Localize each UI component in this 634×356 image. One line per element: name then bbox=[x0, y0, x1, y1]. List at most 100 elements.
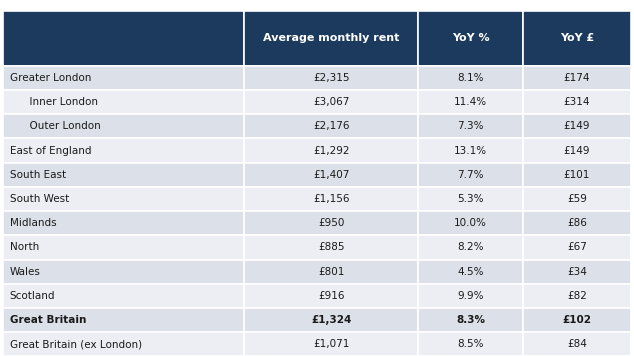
Bar bbox=[244, 284, 418, 308]
Text: 9.9%: 9.9% bbox=[458, 291, 484, 301]
Text: £101: £101 bbox=[564, 170, 590, 180]
Text: South East: South East bbox=[10, 170, 66, 180]
Bar bbox=[523, 308, 631, 332]
Text: £84: £84 bbox=[567, 339, 587, 349]
Bar bbox=[418, 114, 523, 138]
Text: Inner London: Inner London bbox=[23, 97, 98, 107]
Text: Scotland: Scotland bbox=[10, 291, 55, 301]
Text: Greater London: Greater London bbox=[10, 73, 91, 83]
Bar bbox=[244, 187, 418, 211]
Bar bbox=[418, 163, 523, 187]
Text: £1,292: £1,292 bbox=[313, 146, 349, 156]
Bar bbox=[418, 138, 523, 163]
Bar bbox=[418, 332, 523, 356]
Bar bbox=[523, 90, 631, 114]
Bar bbox=[523, 187, 631, 211]
Text: £149: £149 bbox=[564, 121, 590, 131]
Bar bbox=[523, 235, 631, 260]
Bar bbox=[3, 11, 244, 66]
Text: £34: £34 bbox=[567, 267, 587, 277]
Bar bbox=[244, 211, 418, 235]
Bar bbox=[418, 187, 523, 211]
Text: £2,176: £2,176 bbox=[313, 121, 349, 131]
Bar bbox=[3, 90, 244, 114]
Text: £1,156: £1,156 bbox=[313, 194, 349, 204]
Text: 8.1%: 8.1% bbox=[458, 73, 484, 83]
Text: South West: South West bbox=[10, 194, 68, 204]
Bar bbox=[418, 211, 523, 235]
Bar bbox=[244, 163, 418, 187]
Bar bbox=[3, 138, 244, 163]
Bar bbox=[418, 66, 523, 90]
Text: East of England: East of England bbox=[10, 146, 91, 156]
Text: £801: £801 bbox=[318, 267, 344, 277]
Bar bbox=[3, 260, 244, 284]
Text: 10.0%: 10.0% bbox=[455, 218, 487, 228]
Text: Midlands: Midlands bbox=[10, 218, 56, 228]
Text: £314: £314 bbox=[564, 97, 590, 107]
Bar bbox=[244, 90, 418, 114]
Bar bbox=[523, 114, 631, 138]
Bar bbox=[3, 187, 244, 211]
Bar bbox=[418, 11, 523, 66]
Text: 13.1%: 13.1% bbox=[454, 146, 488, 156]
Text: 11.4%: 11.4% bbox=[454, 97, 488, 107]
Text: £102: £102 bbox=[562, 315, 592, 325]
Bar bbox=[3, 332, 244, 356]
Text: £149: £149 bbox=[564, 146, 590, 156]
Bar bbox=[3, 211, 244, 235]
Bar bbox=[418, 90, 523, 114]
Bar bbox=[244, 138, 418, 163]
Text: £2,315: £2,315 bbox=[313, 73, 349, 83]
Text: YoY £: YoY £ bbox=[560, 33, 594, 43]
Text: £3,067: £3,067 bbox=[313, 97, 349, 107]
Text: £1,324: £1,324 bbox=[311, 315, 351, 325]
Bar bbox=[523, 11, 631, 66]
Bar bbox=[244, 66, 418, 90]
Bar bbox=[3, 284, 244, 308]
Bar bbox=[523, 138, 631, 163]
Bar bbox=[244, 114, 418, 138]
Bar bbox=[523, 66, 631, 90]
Text: 5.3%: 5.3% bbox=[458, 194, 484, 204]
Bar bbox=[523, 284, 631, 308]
Text: Wales: Wales bbox=[10, 267, 41, 277]
Text: Average monthly rent: Average monthly rent bbox=[263, 33, 399, 43]
Bar bbox=[3, 308, 244, 332]
Bar bbox=[418, 284, 523, 308]
Bar bbox=[244, 332, 418, 356]
Text: 4.5%: 4.5% bbox=[458, 267, 484, 277]
Bar bbox=[523, 163, 631, 187]
Bar bbox=[3, 66, 244, 90]
Bar bbox=[244, 11, 418, 66]
Text: North: North bbox=[10, 242, 39, 252]
Text: 8.2%: 8.2% bbox=[458, 242, 484, 252]
Text: YoY %: YoY % bbox=[452, 33, 489, 43]
Bar bbox=[244, 308, 418, 332]
Bar bbox=[3, 114, 244, 138]
Bar bbox=[3, 163, 244, 187]
Text: Great Britain: Great Britain bbox=[10, 315, 86, 325]
Bar bbox=[418, 235, 523, 260]
Text: £174: £174 bbox=[564, 73, 590, 83]
Bar bbox=[523, 260, 631, 284]
Bar bbox=[418, 260, 523, 284]
Bar bbox=[244, 235, 418, 260]
Text: £950: £950 bbox=[318, 218, 344, 228]
Text: £67: £67 bbox=[567, 242, 587, 252]
Text: £916: £916 bbox=[318, 291, 344, 301]
Bar bbox=[3, 235, 244, 260]
Text: Outer London: Outer London bbox=[23, 121, 101, 131]
Bar bbox=[244, 260, 418, 284]
Text: £86: £86 bbox=[567, 218, 587, 228]
Text: Great Britain (ex London): Great Britain (ex London) bbox=[10, 339, 141, 349]
Text: 8.5%: 8.5% bbox=[458, 339, 484, 349]
Text: 8.3%: 8.3% bbox=[456, 315, 485, 325]
Text: 7.3%: 7.3% bbox=[458, 121, 484, 131]
Text: £59: £59 bbox=[567, 194, 587, 204]
Bar bbox=[418, 308, 523, 332]
Text: £1,407: £1,407 bbox=[313, 170, 349, 180]
Text: £82: £82 bbox=[567, 291, 587, 301]
Text: £1,071: £1,071 bbox=[313, 339, 349, 349]
Text: £885: £885 bbox=[318, 242, 344, 252]
